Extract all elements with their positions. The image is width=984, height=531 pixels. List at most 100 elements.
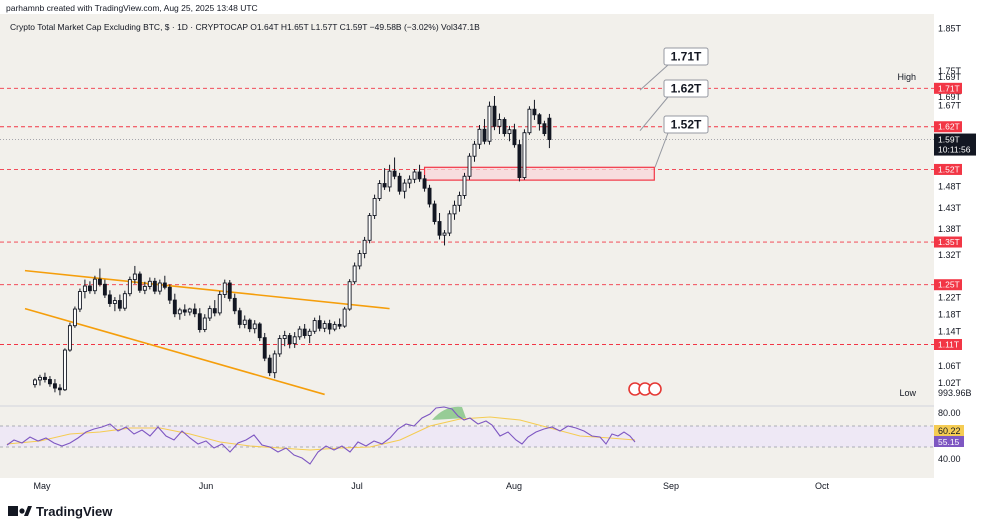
high-label: High (897, 72, 916, 82)
candle-body (227, 282, 232, 299)
candle-body (33, 379, 37, 386)
candle-body (157, 282, 162, 292)
candle-body (172, 299, 177, 315)
candle-body (312, 320, 317, 332)
candle-body (342, 308, 347, 327)
candle-body (252, 323, 257, 330)
candle-body (112, 300, 117, 304)
candle-body (297, 328, 302, 338)
candle-body (317, 320, 322, 329)
candle-body (57, 387, 62, 391)
candle-body (332, 323, 337, 330)
rsi-band (0, 426, 934, 447)
candle-body (277, 338, 282, 355)
candle-body (457, 195, 462, 206)
callout-box (663, 115, 709, 134)
level-tag (934, 82, 962, 94)
candle-body (67, 325, 72, 351)
y-tick-label: 1.18T (938, 310, 962, 320)
candle-body (437, 221, 442, 236)
candle-body (477, 128, 482, 145)
low-value: 993.96B (938, 388, 972, 398)
level-tag-label: 1.35T (938, 237, 960, 247)
candle-body (372, 198, 377, 217)
rsi-line (6, 406, 636, 465)
event-icons[interactable] (628, 382, 662, 396)
y-tick-label: 1.48T (938, 182, 962, 192)
y-tick-label: 1.22T (938, 293, 962, 303)
x-tick-oct: Oct (815, 481, 830, 491)
rsi-overbought-fill (432, 406, 466, 420)
candle-body (547, 117, 552, 141)
candle-body (412, 171, 417, 180)
tradingview-logo[interactable]: TradingView (8, 504, 113, 519)
logo-mark-icon (8, 506, 18, 516)
rsi-tick-80: 80.00 (938, 408, 961, 418)
level-tag (934, 338, 962, 350)
candle-body (377, 183, 382, 199)
candle-body (272, 353, 277, 374)
level-tag (934, 279, 962, 291)
candle-body (357, 253, 362, 267)
candle-body (82, 285, 87, 293)
candle-body (282, 335, 287, 339)
candle-body (232, 297, 237, 312)
candle-body (92, 278, 97, 292)
y-tick-label: 1.14T (938, 327, 962, 337)
x-tick-sep: Sep (663, 481, 679, 491)
wedge-upper-line (24, 269, 390, 310)
zone-box (423, 166, 655, 181)
low-label: Low (899, 388, 916, 398)
symbol-line: Crypto Total Market Cap Excluding BTC, $… (10, 22, 480, 32)
callout-label: 1.62T (671, 82, 702, 96)
rsi-ma-line (6, 416, 636, 451)
candle-body (337, 323, 342, 327)
candle-body (467, 155, 472, 177)
candle-body (122, 293, 127, 309)
candle-body (262, 337, 267, 359)
candle-body (387, 170, 392, 188)
callout-leader (639, 96, 669, 132)
candle-body (267, 357, 272, 374)
candle-body (497, 119, 502, 127)
level-tag-label: 1.71T (938, 83, 960, 93)
candle-body (202, 317, 207, 331)
candle-body (207, 308, 212, 319)
last-price-tag (934, 133, 976, 156)
candle-body (542, 123, 547, 135)
candle-body (47, 379, 52, 385)
level-tag-label: 1.52T (938, 164, 960, 174)
candle-body (77, 291, 82, 310)
price-axis[interactable]: 1.85T1.75T1.69T1.67T1.57T1.48T1.43T1.38T… (934, 24, 976, 388)
brand-name: TradingView (36, 504, 113, 519)
us-flag-icon[interactable] (648, 382, 662, 396)
candle-body (432, 203, 437, 222)
candle-body (507, 129, 512, 135)
x-tick-aug: Aug (506, 481, 522, 491)
candle-body (447, 213, 452, 234)
candle-body (452, 204, 457, 215)
candle-body (247, 319, 252, 330)
level-tag-label: 1.62T (938, 122, 960, 132)
candle-body (87, 285, 92, 292)
x-tick-jun: Jun (199, 481, 214, 491)
candle-body (307, 330, 312, 336)
candle-body (487, 105, 492, 142)
candle-body (43, 376, 47, 380)
y-tick-label: 1.32T (938, 250, 962, 260)
rsi-value-tag (934, 436, 964, 447)
candle-body (517, 144, 522, 179)
high-value: 1.69T (938, 72, 962, 82)
plot-background (0, 14, 934, 478)
candle-body (197, 313, 202, 331)
last-price-label: 1.59T (938, 135, 960, 145)
candle-body (127, 279, 132, 295)
candle-body (102, 283, 107, 296)
candle-body (212, 308, 217, 314)
candle-body (62, 349, 67, 391)
candle-body (132, 273, 137, 281)
candle-body (492, 105, 497, 127)
y-tick-label: 1.69T (938, 92, 962, 102)
candle-body (537, 114, 542, 125)
